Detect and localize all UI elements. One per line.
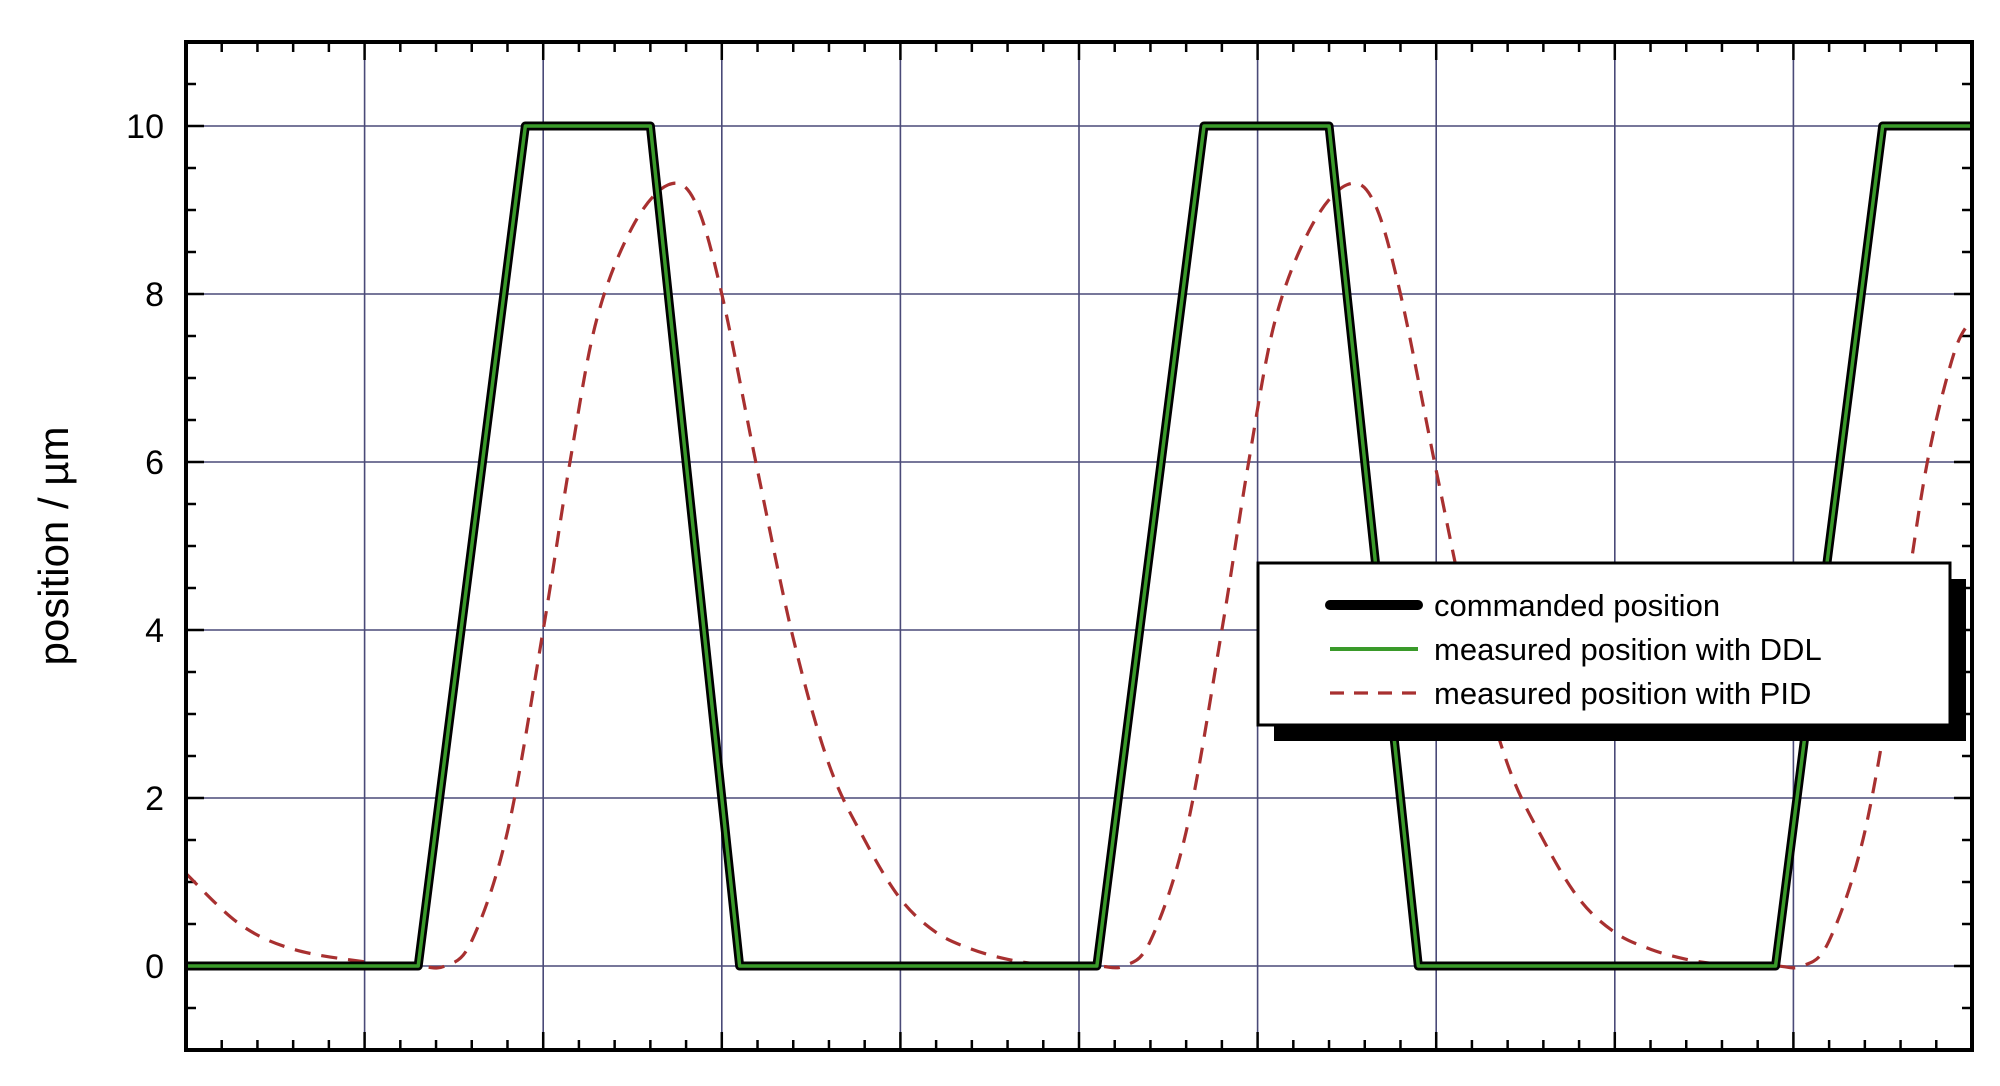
legend: commanded position measured position with… [1256, 561, 1966, 741]
legend-label-measured-position-with-pid: measured position with PID [1434, 676, 1811, 711]
legend-label-commanded-position: commanded position [1434, 588, 1720, 623]
legend-label-measured-position-with-ddl: measured position with DDL [1434, 632, 1822, 667]
series-measured-position-with-ddl [186, 124, 1972, 968]
y-tick-label: 8 [145, 276, 164, 314]
y-tick-label: 6 [145, 444, 164, 482]
y-axis-title: position / µm [30, 427, 77, 666]
grid [186, 42, 1972, 1050]
y-tick-label: 0 [145, 948, 164, 986]
y-tick-label: 2 [145, 780, 164, 818]
series-layer [184, 121, 1974, 971]
y-tick-labels: 0 2 4 6 8 10 [126, 108, 164, 986]
y-tick-label: 10 [126, 108, 164, 146]
plot-frame [184, 40, 1974, 1052]
legend-box [1256, 561, 1952, 727]
y-tick-label: 4 [145, 612, 164, 650]
